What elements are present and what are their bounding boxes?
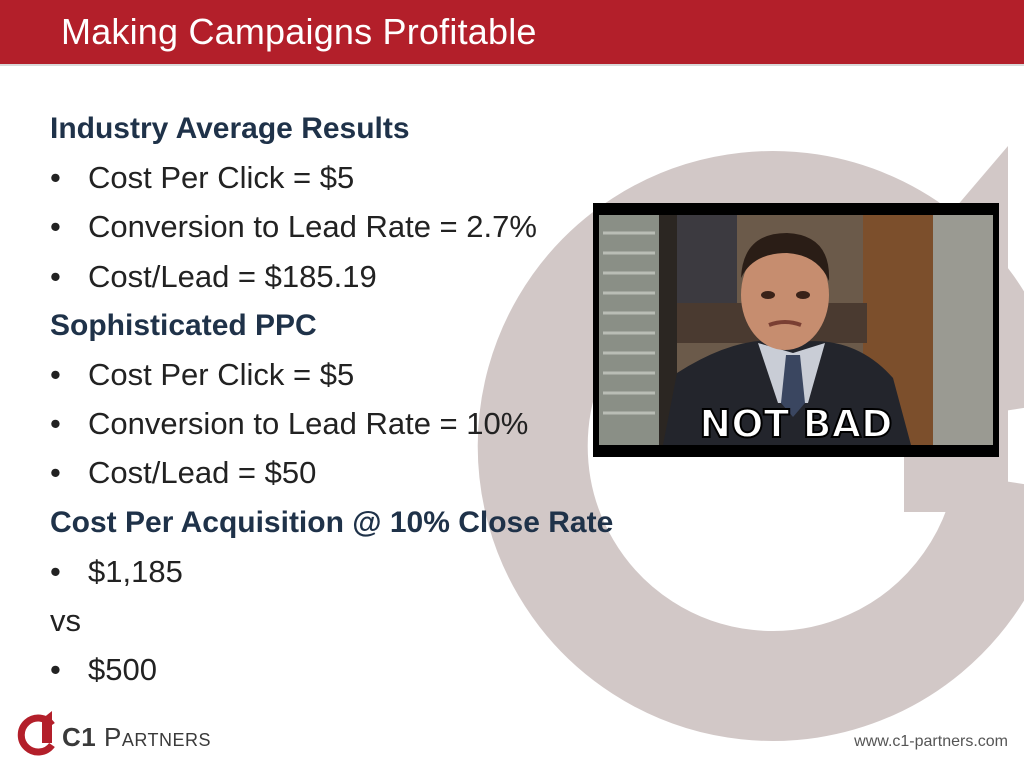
bullet-item: • Cost Per Click = $5 (50, 350, 750, 399)
c1-partners-logo-icon (17, 711, 55, 756)
logo-mark-text: C1 (62, 722, 97, 752)
section-heading-industry: Industry Average Results (50, 112, 410, 145)
section-heading-acquisition: Cost Per Acquisition @ 10% Close Rate (50, 505, 614, 539)
bullet-marker: • (50, 553, 61, 589)
bullet-text: Cost/Lead = $50 (88, 455, 317, 491)
bullet-marker: • (50, 455, 61, 491)
section-heading-sophisticated: Sophisticated PPC (50, 308, 317, 342)
title-bar: Making Campaigns Profitable (0, 0, 1024, 66)
bullet-item: • Cost/Lead = $185.19 (50, 252, 750, 301)
bullet-text: $1,185 (88, 553, 183, 589)
bullet-marker: • (50, 258, 61, 294)
slide-content: Industry Average Results • Cost Per Click… (50, 104, 750, 694)
logo-word-text: Partners (103, 722, 212, 752)
meme-illustration: NOT BAD (599, 215, 993, 447)
meme-caption: NOT BAD (699, 402, 892, 446)
bullet-item: • Conversion to Lead Rate = 2.7% (50, 202, 750, 251)
bullet-text: Conversion to Lead Rate = 10% (88, 406, 529, 442)
company-logo-text: C1 Partners (62, 722, 211, 753)
slide-title: Making Campaigns Profitable (61, 11, 537, 52)
bullet-item: • Conversion to Lead Rate = 10% (50, 399, 750, 448)
bullet-marker: • (50, 209, 61, 245)
bullet-text: Cost Per Click = $5 (88, 356, 355, 392)
bullet-text: Cost/Lead = $185.19 (88, 258, 377, 294)
website-url: www.c1-partners.com (854, 733, 1008, 750)
bullet-item: • $500 (50, 645, 750, 694)
bullet-text: Cost Per Click = $5 (88, 160, 355, 196)
bullet-item: • Cost/Lead = $50 (50, 448, 750, 497)
versus-text: vs (50, 602, 81, 638)
bullet-marker: • (50, 356, 61, 392)
bullet-marker: • (50, 406, 61, 442)
bullet-text: $500 (88, 652, 157, 688)
bullet-text: Conversion to Lead Rate = 2.7% (88, 209, 537, 245)
bullet-item: • Cost Per Click = $5 (50, 153, 750, 202)
not-bad-meme-image: NOT BAD (593, 203, 999, 457)
bullet-marker: • (50, 160, 61, 196)
bullet-item: • $1,185 (50, 547, 750, 596)
bullet-marker: • (50, 652, 61, 688)
